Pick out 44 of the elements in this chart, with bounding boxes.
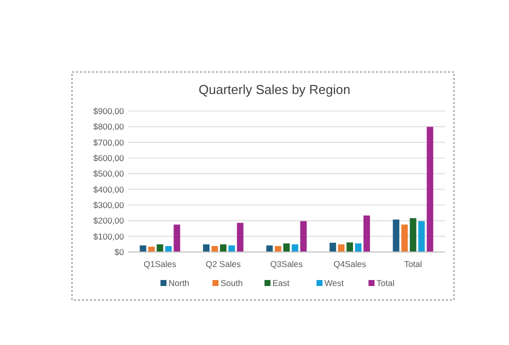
y-tick-label: $300,00 bbox=[93, 200, 124, 210]
y-tick-label: $200,00 bbox=[93, 216, 124, 226]
bar bbox=[266, 245, 273, 252]
bar bbox=[330, 242, 336, 252]
bar bbox=[148, 246, 155, 252]
y-tick-label: $500,00 bbox=[93, 168, 124, 179]
y-tick-label: $100,00 bbox=[93, 231, 124, 242]
x-tick-label: Q4Sales bbox=[333, 259, 366, 269]
bar bbox=[410, 218, 416, 252]
bar bbox=[292, 244, 298, 252]
legend-label: East bbox=[272, 278, 290, 288]
bar bbox=[156, 244, 164, 252]
y-tick-label: $600,00 bbox=[93, 152, 124, 163]
x-tick-label: Total bbox=[404, 259, 422, 269]
bar bbox=[392, 220, 400, 252]
bar bbox=[418, 221, 425, 252]
bar bbox=[363, 215, 370, 252]
y-tick-label: $0 bbox=[114, 246, 124, 257]
bar bbox=[274, 246, 282, 252]
bar bbox=[355, 243, 362, 252]
legend-label: Total bbox=[376, 278, 395, 288]
bar bbox=[228, 245, 235, 252]
y-tick-label: $400,00 bbox=[93, 184, 124, 194]
bar bbox=[236, 222, 244, 252]
bar bbox=[212, 246, 218, 252]
bar bbox=[174, 224, 180, 252]
y-tick-label: $900,00 bbox=[93, 106, 124, 116]
x-tick-label: Q2 Sales bbox=[206, 259, 241, 269]
legend-label: South bbox=[220, 278, 243, 288]
y-tick-label: $700,00 bbox=[93, 137, 124, 148]
bar bbox=[426, 126, 434, 252]
bar bbox=[401, 224, 408, 252]
x-tick-label: Q1Sales bbox=[144, 259, 176, 269]
bar bbox=[203, 244, 210, 252]
chart-title: Quarterly Sales by Region bbox=[198, 82, 350, 97]
legend-label: North bbox=[168, 278, 190, 288]
bar bbox=[165, 246, 172, 252]
legend-label: West bbox=[324, 278, 344, 288]
y-tick-label: $800,00 bbox=[93, 122, 124, 132]
bar bbox=[220, 244, 226, 252]
bar bbox=[300, 221, 307, 252]
bar bbox=[338, 244, 345, 252]
bar bbox=[346, 242, 354, 252]
x-tick-label: Q3Sales bbox=[270, 259, 303, 269]
